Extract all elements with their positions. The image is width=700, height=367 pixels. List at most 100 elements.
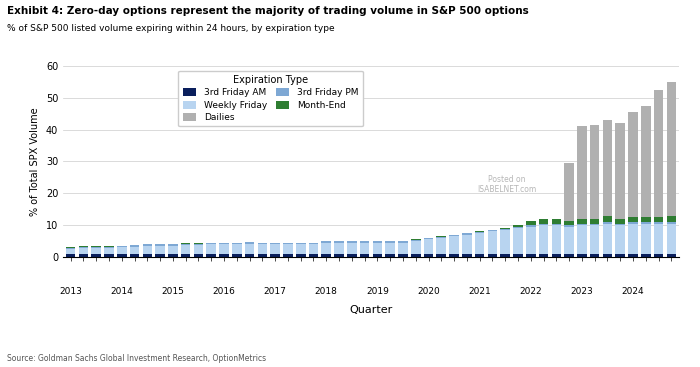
Legend: 3rd Friday AM, Weekly Friday, Dailies, 3rd Friday PM, Month-End: 3rd Friday AM, Weekly Friday, Dailies, 3… <box>178 70 363 127</box>
Bar <box>245 242 254 244</box>
Bar <box>386 254 395 257</box>
Bar <box>372 241 382 243</box>
Bar <box>66 254 76 257</box>
Bar <box>258 243 267 244</box>
Bar <box>628 222 638 224</box>
Text: 2013: 2013 <box>60 287 82 297</box>
Bar <box>641 106 650 217</box>
Bar <box>488 230 497 232</box>
Bar <box>360 241 370 243</box>
Bar <box>590 225 599 254</box>
Bar <box>539 254 548 257</box>
Bar <box>347 241 356 243</box>
Bar <box>168 246 178 254</box>
Bar <box>628 112 638 217</box>
Bar <box>513 228 523 254</box>
Y-axis label: % of Total SPX Volume: % of Total SPX Volume <box>30 107 40 216</box>
Bar <box>411 241 421 254</box>
Bar <box>603 224 612 254</box>
Text: 2022: 2022 <box>519 287 542 297</box>
Bar <box>615 225 625 254</box>
Bar <box>206 254 216 257</box>
Bar <box>577 224 587 225</box>
Bar <box>654 90 664 217</box>
Bar <box>666 224 676 254</box>
Bar <box>219 254 229 257</box>
Bar <box>232 244 242 254</box>
Bar <box>104 247 114 248</box>
Bar <box>309 244 318 254</box>
Bar <box>270 243 280 244</box>
Bar <box>347 254 356 257</box>
Bar <box>424 239 433 254</box>
Bar <box>258 254 267 257</box>
Bar <box>513 225 523 227</box>
Bar <box>283 244 293 254</box>
Bar <box>615 224 625 225</box>
Bar <box>270 254 280 257</box>
Bar <box>155 246 165 254</box>
Text: 2018: 2018 <box>315 287 337 297</box>
Bar <box>181 254 190 257</box>
Bar <box>296 244 305 254</box>
Bar <box>539 225 548 254</box>
Bar <box>92 254 101 257</box>
Bar <box>577 219 587 224</box>
Text: Source: Goldman Sachs Global Investment Research, OptionMetrics: Source: Goldman Sachs Global Investment … <box>7 354 266 363</box>
Bar <box>666 222 676 224</box>
Bar <box>475 254 484 257</box>
Bar <box>615 219 625 224</box>
Bar <box>513 227 523 228</box>
Bar <box>130 247 139 254</box>
Bar <box>309 254 318 257</box>
Bar <box>564 163 574 221</box>
Bar <box>372 243 382 254</box>
Bar <box>104 248 114 254</box>
Text: Posted on
ISABELNET.com: Posted on ISABELNET.com <box>477 175 536 194</box>
Bar <box>577 225 587 254</box>
Bar <box>206 244 216 254</box>
Bar <box>577 254 587 257</box>
Bar <box>564 225 574 227</box>
Bar <box>577 127 587 219</box>
Bar <box>437 238 446 254</box>
Bar <box>78 248 88 254</box>
Bar <box>449 254 459 257</box>
Bar <box>321 241 331 243</box>
Bar <box>628 254 638 257</box>
Bar <box>539 224 548 225</box>
Bar <box>449 236 459 254</box>
Bar <box>194 244 203 245</box>
Text: % of S&P 500 listed volume expiring within 24 hours, by expiration type: % of S&P 500 listed volume expiring with… <box>7 24 335 33</box>
Bar <box>641 217 650 222</box>
Bar <box>641 254 650 257</box>
Bar <box>654 254 664 257</box>
Bar <box>424 254 433 257</box>
Bar <box>654 224 664 254</box>
Text: 2017: 2017 <box>264 287 286 297</box>
X-axis label: Quarter: Quarter <box>349 305 393 315</box>
Bar <box>335 243 344 254</box>
Bar <box>117 254 127 257</box>
Bar <box>92 248 101 254</box>
Bar <box>398 241 407 243</box>
Bar <box>296 254 305 257</box>
Bar <box>130 246 139 247</box>
Bar <box>513 254 523 257</box>
Bar <box>372 254 382 257</box>
Bar <box>590 125 599 219</box>
Bar <box>309 243 318 244</box>
Bar <box>437 237 446 238</box>
Text: 2020: 2020 <box>417 287 440 297</box>
Bar <box>335 254 344 257</box>
Bar <box>130 254 139 257</box>
Bar <box>92 247 101 248</box>
Bar <box>386 243 395 254</box>
Bar <box>283 243 293 244</box>
Bar <box>526 225 536 227</box>
Bar <box>641 224 650 254</box>
Bar <box>564 254 574 257</box>
Bar <box>386 241 395 243</box>
Bar <box>66 249 76 254</box>
Bar <box>552 225 561 254</box>
